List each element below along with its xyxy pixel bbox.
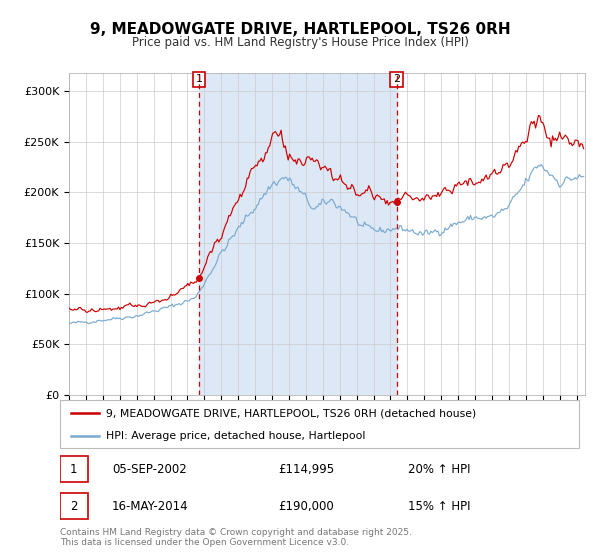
Text: 15% ↑ HPI: 15% ↑ HPI <box>408 500 470 513</box>
Text: £190,000: £190,000 <box>278 500 334 513</box>
FancyBboxPatch shape <box>60 400 579 448</box>
FancyBboxPatch shape <box>60 493 88 519</box>
FancyBboxPatch shape <box>60 456 88 482</box>
Text: 1: 1 <box>70 463 77 475</box>
Text: £114,995: £114,995 <box>278 463 334 475</box>
Text: 9, MEADOWGATE DRIVE, HARTLEPOOL, TS26 0RH: 9, MEADOWGATE DRIVE, HARTLEPOOL, TS26 0R… <box>89 22 511 38</box>
Text: 05-SEP-2002: 05-SEP-2002 <box>112 463 187 475</box>
Text: 1: 1 <box>196 74 202 85</box>
Text: HPI: Average price, detached house, Hartlepool: HPI: Average price, detached house, Hart… <box>106 431 365 441</box>
Text: Price paid vs. HM Land Registry's House Price Index (HPI): Price paid vs. HM Land Registry's House … <box>131 36 469 49</box>
Text: 16-MAY-2014: 16-MAY-2014 <box>112 500 188 513</box>
Text: 2: 2 <box>70 500 77 513</box>
Text: Contains HM Land Registry data © Crown copyright and database right 2025.
This d: Contains HM Land Registry data © Crown c… <box>60 528 412 547</box>
Text: 9, MEADOWGATE DRIVE, HARTLEPOOL, TS26 0RH (detached house): 9, MEADOWGATE DRIVE, HARTLEPOOL, TS26 0R… <box>106 408 476 418</box>
Text: 2: 2 <box>393 74 400 85</box>
Text: 20% ↑ HPI: 20% ↑ HPI <box>408 463 470 475</box>
Bar <box>199 73 397 395</box>
